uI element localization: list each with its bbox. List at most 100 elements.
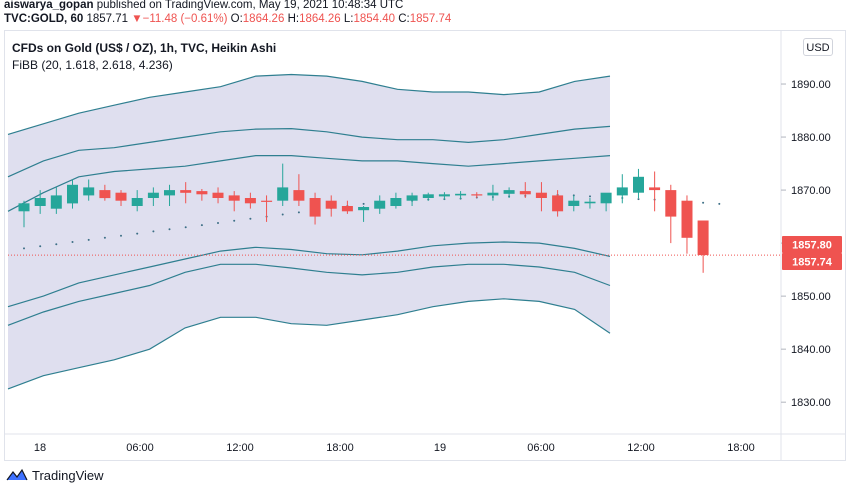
price-tick-label: 1870.00 — [791, 185, 831, 197]
band-fill — [8, 74, 610, 389]
candle — [244, 192, 256, 209]
band-line-upper-inner — [7, 155, 611, 212]
change-value: −11.48 (−0.61%) — [142, 13, 228, 25]
psar-dot — [233, 219, 236, 222]
candle-body — [519, 191, 531, 195]
close-label: C: — [398, 13, 410, 25]
candle — [18, 200, 30, 228]
candle-body — [584, 201, 596, 204]
candle-body — [325, 200, 337, 209]
tradingview-logo-icon — [6, 468, 28, 481]
psar-dot — [297, 211, 300, 214]
change-arrow-icon: ▼ — [131, 13, 143, 25]
candle — [131, 190, 143, 212]
candle — [50, 187, 62, 214]
candle-body — [503, 190, 515, 194]
time-tick-label: 06:00 — [126, 442, 154, 454]
price-label-bg — [782, 253, 842, 270]
candle-body — [471, 194, 483, 196]
open-value: 1864.26 — [242, 13, 285, 25]
candle — [681, 195, 693, 254]
candle — [455, 191, 467, 200]
candle-body — [131, 198, 143, 206]
candle-body — [455, 193, 467, 196]
candle — [34, 190, 46, 214]
candle-body — [293, 190, 305, 201]
psar-dot — [120, 234, 122, 237]
candle — [552, 190, 564, 217]
psar-dot — [637, 198, 640, 201]
author-name[interactable]: aiswarya_gopan — [4, 0, 94, 11]
psar-dot — [702, 201, 705, 204]
candle — [471, 192, 483, 198]
candle — [212, 187, 224, 204]
candle-body — [390, 198, 402, 206]
candle-body — [244, 198, 256, 204]
indicator-label[interactable]: FiBB (20, 1.618, 2.618, 4.236) — [12, 58, 173, 72]
candle — [406, 192, 418, 206]
candle-body — [67, 184, 78, 204]
price-tick-label: 1830.00 — [791, 397, 831, 409]
chart-frame — [4, 30, 846, 461]
candle-body — [341, 206, 353, 212]
price-tick-label: 1840.00 — [791, 344, 831, 356]
candle-body — [616, 187, 628, 196]
psar-dot — [184, 226, 187, 229]
high-label: H: — [287, 13, 300, 25]
tradingview-logo[interactable]: TradingView — [6, 467, 104, 483]
candle — [358, 206, 370, 222]
candle-body — [34, 198, 46, 206]
candles — [8, 163, 780, 273]
candle — [665, 184, 677, 244]
candle — [325, 195, 337, 217]
candle — [67, 179, 78, 209]
candle — [503, 187, 515, 198]
symbol-label: TVC:GOLD, 60 — [4, 13, 84, 25]
ohlc-line: TVC:GOLD, 60 1857.71 ▼−11.48 (−0.61%) O:… — [4, 12, 451, 26]
candle-body — [633, 176, 644, 193]
candle-body — [50, 195, 62, 209]
candle — [535, 182, 547, 212]
candle — [519, 182, 531, 198]
candle-body — [649, 187, 661, 191]
candle — [309, 192, 321, 225]
candle — [196, 189, 208, 201]
psar-dot — [103, 236, 106, 239]
candle — [341, 200, 353, 214]
high-value: 1864.26 — [299, 13, 341, 25]
candle — [487, 184, 499, 201]
band-line-lower-inner — [7, 241, 611, 308]
candle — [277, 163, 289, 206]
psar-dot — [23, 247, 25, 250]
chart-title: CFDs on Gold (US$ / OZ), 1h, TVC, Heikin… — [12, 41, 277, 55]
psar-dot — [249, 217, 252, 220]
candle — [164, 184, 175, 206]
psar-dot — [200, 224, 203, 227]
price-label-text: 1857.80 — [792, 240, 832, 252]
candle-body — [228, 195, 240, 201]
psar-dot — [281, 213, 284, 216]
candle — [438, 192, 450, 200]
candle-body — [535, 192, 547, 198]
psar-dot — [589, 195, 591, 198]
candle-body — [358, 207, 370, 211]
psar-dot — [39, 245, 42, 248]
time-tick-label: 18:00 — [727, 442, 755, 454]
candle-body — [665, 190, 677, 217]
candle — [261, 195, 273, 222]
candle — [633, 168, 644, 198]
candle-body — [487, 192, 499, 196]
candle — [293, 174, 305, 206]
time-tick-label: 18 — [34, 442, 46, 454]
candle-body — [115, 192, 127, 201]
currency-button[interactable]: USD — [803, 38, 833, 56]
publish-line: aiswarya_gopan published on TradingView.… — [4, 0, 403, 12]
price-label: 1857.74 — [782, 253, 842, 270]
candle — [600, 192, 612, 212]
candle — [616, 174, 628, 204]
candle — [568, 195, 580, 212]
psar-dot — [168, 228, 171, 231]
price-label-text: 1857.74 — [792, 257, 833, 269]
band-line-upper-outer — [7, 73, 611, 135]
